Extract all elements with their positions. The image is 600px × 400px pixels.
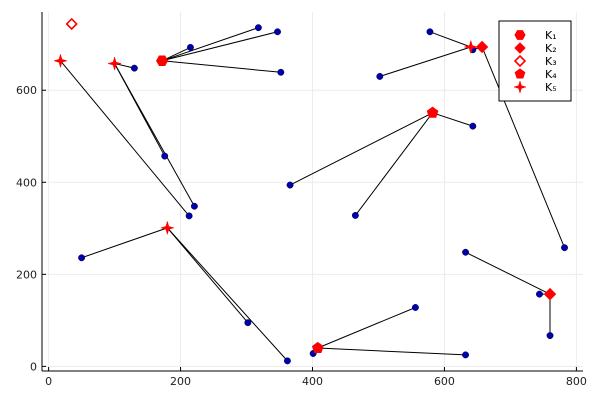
hub-marker-pentagon bbox=[311, 341, 324, 353]
edge-line bbox=[379, 46, 471, 77]
legend-label: K₁ bbox=[545, 29, 557, 42]
hub-marker-star bbox=[159, 220, 175, 236]
data-point bbox=[254, 24, 262, 32]
edge-line bbox=[465, 251, 551, 295]
legend-marker bbox=[514, 42, 526, 54]
edge-line bbox=[60, 60, 190, 217]
data-point bbox=[546, 332, 554, 340]
grid bbox=[42, 12, 583, 371]
edge-line bbox=[161, 27, 259, 62]
y-tick-label: 200 bbox=[16, 268, 37, 281]
hub-marker-star bbox=[463, 39, 479, 55]
x-tick-label: 800 bbox=[566, 375, 587, 388]
edge-line bbox=[289, 112, 433, 186]
legend-label: K₄ bbox=[545, 68, 557, 81]
edge-line bbox=[317, 347, 466, 356]
edge-line bbox=[354, 112, 433, 216]
data-point bbox=[469, 122, 477, 130]
edge-line bbox=[166, 227, 288, 362]
x-tick-label: 0 bbox=[45, 375, 52, 388]
data-point bbox=[376, 72, 384, 80]
hub-marker-hexagon bbox=[156, 55, 169, 67]
data-point bbox=[244, 319, 252, 327]
axes: 0 200 400 600 800 0 200 400 600 bbox=[16, 12, 587, 388]
data-point bbox=[536, 290, 543, 298]
data-point bbox=[274, 28, 281, 36]
legend-label: K₅ bbox=[545, 81, 557, 94]
data-point bbox=[185, 212, 193, 220]
data-point bbox=[190, 202, 198, 210]
data-point bbox=[186, 43, 194, 51]
edge-line bbox=[162, 60, 281, 73]
legend-marker bbox=[513, 54, 527, 68]
edge-line bbox=[432, 112, 473, 127]
data-point bbox=[283, 357, 291, 365]
edge-line bbox=[166, 227, 249, 323]
hub-marker-pentagon bbox=[426, 106, 439, 118]
data-point bbox=[286, 181, 294, 189]
legend-box bbox=[498, 20, 572, 102]
legend-marker bbox=[514, 30, 526, 40]
hub-marker-star bbox=[53, 53, 68, 69]
legend-marker bbox=[513, 80, 527, 94]
data-point bbox=[351, 211, 359, 219]
y-tick-label: 0 bbox=[30, 360, 37, 373]
hub-marker-star bbox=[107, 56, 122, 71]
nodes bbox=[78, 24, 568, 365]
data-point bbox=[561, 244, 568, 252]
edge-line bbox=[81, 227, 168, 259]
data-point bbox=[130, 64, 138, 72]
edge-line bbox=[481, 46, 565, 248]
legend-label: K₂ bbox=[545, 42, 557, 55]
edge-line bbox=[114, 63, 166, 157]
edge-line bbox=[429, 31, 472, 48]
data-point bbox=[277, 68, 285, 76]
y-tick-label: 400 bbox=[16, 176, 37, 189]
edge-line bbox=[161, 31, 278, 62]
legend-marker bbox=[514, 68, 526, 79]
data-point bbox=[426, 28, 434, 36]
x-tick-label: 400 bbox=[302, 375, 323, 388]
x-tick-label: 600 bbox=[434, 375, 455, 388]
data-point bbox=[78, 254, 86, 262]
data-point bbox=[462, 248, 470, 256]
y-tick-label: 600 bbox=[16, 84, 37, 97]
x-tick-label: 200 bbox=[170, 375, 191, 388]
hub-marker-diamond-open bbox=[65, 17, 78, 31]
hub-marker-diamond bbox=[543, 287, 557, 301]
data-point bbox=[161, 152, 169, 160]
data-point bbox=[462, 351, 470, 359]
data-point bbox=[411, 304, 419, 311]
hubs bbox=[53, 17, 557, 353]
legend-label: K₃ bbox=[545, 55, 557, 68]
edge-line bbox=[317, 307, 416, 349]
hub-marker-diamond bbox=[475, 40, 489, 54]
